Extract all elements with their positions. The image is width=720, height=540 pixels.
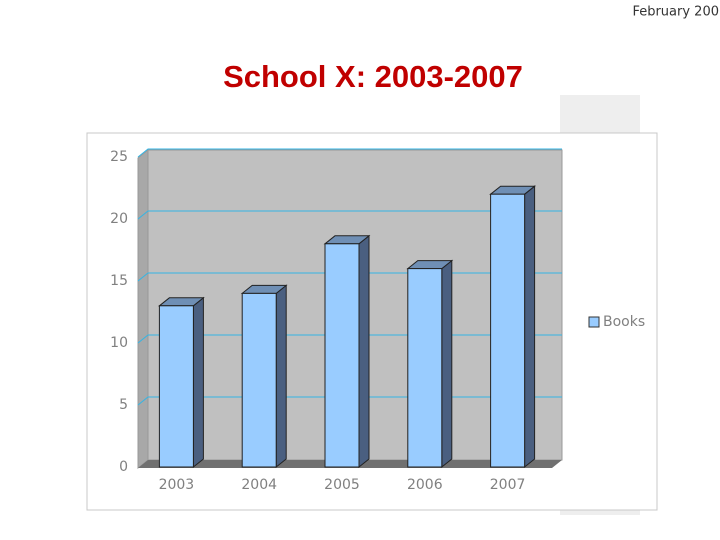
bar xyxy=(324,243,360,468)
bar-side xyxy=(192,296,204,469)
x-tick-label: 2006 xyxy=(407,477,443,493)
x-tick-label: 2003 xyxy=(159,477,195,493)
bar xyxy=(490,193,526,468)
x-tick-label: 2004 xyxy=(241,477,277,493)
bar-side xyxy=(275,284,287,469)
bar xyxy=(158,305,194,468)
y-tick-label: 0 xyxy=(119,459,128,475)
bar xyxy=(241,292,277,468)
grid-line xyxy=(137,148,562,158)
x-tick-label: 2005 xyxy=(324,477,360,493)
y-tick-label: 25 xyxy=(110,149,128,165)
y-tick-label: 5 xyxy=(119,397,128,413)
chart-title: School X: 2003-2007 xyxy=(223,59,523,94)
y-tick-label: 20 xyxy=(110,211,128,227)
legend-label: Books xyxy=(603,314,645,330)
bar-side xyxy=(441,259,453,469)
bar xyxy=(407,268,443,468)
header-date: February 200 xyxy=(632,5,719,20)
bar-side xyxy=(358,234,370,469)
y-tick-label: 15 xyxy=(110,273,128,289)
legend-swatch xyxy=(588,316,600,328)
grid-line xyxy=(137,210,562,220)
y-tick-label: 10 xyxy=(110,335,128,351)
x-tick-label: 2007 xyxy=(490,477,526,493)
side-wall xyxy=(137,148,149,470)
bar-side xyxy=(524,185,536,469)
